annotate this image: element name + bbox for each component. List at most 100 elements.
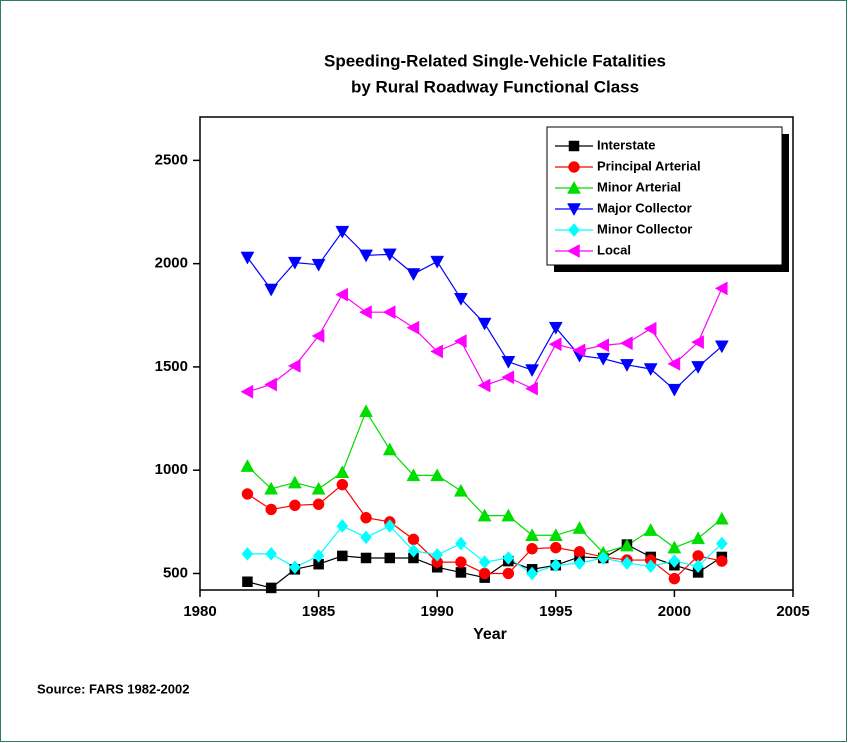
chart-title: Speeding-Related Single-Vehicle Fataliti… [324,51,666,70]
x-tick-label: 2005 [776,603,809,620]
legend-marker [568,223,580,237]
marker [692,559,704,574]
marker [264,377,277,392]
marker [643,363,658,377]
marker [716,555,728,567]
marker [714,511,729,525]
marker [335,465,350,479]
marker [312,549,325,563]
marker [526,566,538,581]
marker [360,530,372,545]
x-tick-label: 2000 [658,603,691,620]
legend-marker [568,140,580,152]
legend-label: Local [597,242,631,257]
marker [240,384,254,399]
marker [240,251,255,265]
marker [667,540,682,554]
legend-label: Interstate [597,137,656,152]
marker [643,321,657,336]
marker [548,337,562,352]
marker [287,475,302,489]
marker [265,503,277,516]
marker [242,576,253,587]
marker [668,554,681,568]
marker [382,442,397,456]
marker [573,546,586,558]
marker [572,343,586,358]
marker [572,521,587,534]
legend-label: Minor Arterial [597,179,681,194]
legend-marker [568,161,580,173]
marker [502,567,515,580]
marker [430,255,445,269]
marker [525,364,539,378]
marker [241,546,254,561]
y-tick-label: 500 [163,564,188,581]
marker [287,256,302,270]
legend-label: Minor Collector [597,221,692,236]
marker [525,381,538,396]
marker [596,338,609,353]
marker [311,481,326,495]
marker [478,567,491,580]
marker [501,370,515,385]
x-tick-label: 1980 [183,603,216,620]
marker [312,498,325,511]
marker [667,383,682,397]
marker [265,546,277,561]
marker [264,283,279,297]
x-axis-label: Year [473,626,507,643]
marker [359,305,372,320]
marker [289,499,301,512]
marker [337,550,348,562]
marker [335,287,349,302]
marker [336,478,349,491]
marker [644,559,657,574]
marker [311,258,326,272]
x-tick-label: 1995 [539,603,572,620]
marker [382,248,397,262]
marker [478,555,491,570]
source-note: Source: FARS 1982-2002 [37,681,189,696]
legend-label: Principal Arterial [597,158,701,173]
legend-label: Major Collector [597,200,692,215]
marker [407,533,420,546]
marker [525,528,539,542]
marker [455,536,467,551]
marker [335,225,350,239]
marker [668,572,681,585]
marker [455,567,467,578]
marker [430,344,443,359]
marker [382,305,396,320]
marker [667,356,681,371]
marker [619,336,633,351]
marker [383,519,396,533]
y-tick-label: 1000 [155,461,188,478]
marker [430,468,445,482]
marker [501,508,516,522]
y-tick-label: 2500 [155,151,188,168]
y-tick-label: 2000 [155,255,188,272]
marker [265,582,277,594]
marker [502,551,515,565]
marker [359,404,373,418]
marker [431,547,444,562]
x-tick-label: 1985 [302,603,335,620]
marker [526,542,538,555]
marker [691,531,706,545]
marker [359,249,373,263]
marker [311,329,325,343]
marker [407,543,420,558]
marker [336,519,349,533]
marker [455,556,467,568]
marker [501,356,516,369]
marker [621,556,633,571]
marker [453,334,467,349]
marker [454,293,468,306]
marker [360,511,372,524]
marker [550,541,562,554]
x-tick-label: 1990 [421,603,454,620]
marker [643,523,658,536]
